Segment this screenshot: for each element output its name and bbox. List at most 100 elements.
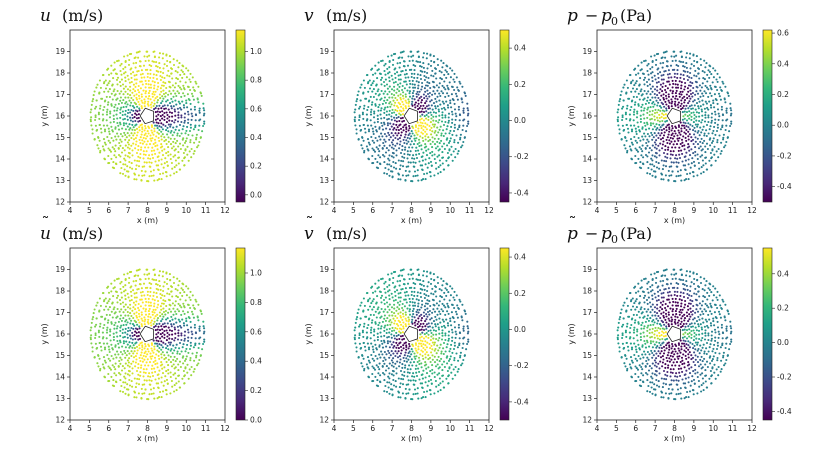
data-point — [655, 152, 658, 155]
data-point — [149, 375, 152, 378]
data-point — [379, 109, 382, 112]
data-point — [647, 90, 650, 93]
data-point — [142, 153, 145, 156]
data-point — [171, 318, 174, 321]
data-point — [417, 345, 420, 348]
data-point — [437, 339, 440, 342]
data-point — [92, 94, 95, 97]
data-point — [433, 92, 437, 95]
data-point — [182, 304, 186, 308]
data-point — [426, 123, 429, 126]
data-point — [110, 104, 113, 107]
data-point — [138, 60, 142, 63]
data-point — [159, 115, 162, 118]
data-point — [367, 308, 370, 311]
data-point — [393, 72, 397, 75]
data-point — [387, 157, 390, 160]
data-point — [387, 168, 390, 171]
data-point — [702, 77, 705, 80]
data-point — [433, 131, 436, 134]
data-point — [653, 141, 656, 144]
data-point — [175, 295, 178, 298]
x-tick-label: 8 — [145, 206, 150, 215]
data-point — [395, 367, 398, 370]
data-point — [139, 124, 142, 127]
data-point — [166, 126, 169, 129]
data-point — [654, 96, 657, 99]
data-point — [140, 387, 143, 390]
data-point — [380, 121, 383, 125]
data-point — [155, 74, 158, 77]
data-point — [174, 336, 177, 340]
data-point — [140, 105, 143, 108]
data-point — [433, 355, 436, 358]
data-point — [102, 73, 105, 77]
data-point — [193, 141, 196, 144]
data-point — [132, 71, 135, 74]
data-point — [676, 137, 679, 140]
data-point — [156, 101, 159, 104]
data-point — [414, 64, 417, 68]
data-point — [165, 175, 168, 178]
data-point — [157, 373, 160, 376]
data-point — [373, 150, 377, 153]
data-point — [388, 346, 391, 349]
data-point — [684, 113, 687, 116]
data-point — [377, 312, 380, 315]
data-point — [94, 334, 97, 337]
data-point — [90, 326, 93, 329]
data-point — [696, 143, 700, 146]
data-point — [625, 117, 628, 120]
data-point — [100, 349, 103, 352]
data-point — [394, 380, 397, 383]
data-point — [690, 104, 693, 107]
data-point — [396, 88, 399, 91]
data-point — [371, 147, 374, 150]
data-point — [147, 364, 150, 367]
data-point — [126, 125, 129, 128]
data-point — [400, 377, 403, 380]
data-point — [677, 161, 680, 164]
data-point — [410, 72, 413, 75]
data-point — [442, 102, 445, 105]
data-point — [144, 297, 147, 300]
data-point — [383, 64, 386, 67]
data-point — [377, 372, 380, 375]
data-point — [128, 317, 131, 320]
data-point — [651, 109, 654, 112]
data-point — [682, 69, 685, 72]
data-point — [181, 159, 184, 162]
data-point — [430, 322, 433, 325]
data-point — [618, 100, 621, 103]
data-point — [390, 321, 393, 324]
data-point — [422, 369, 425, 372]
data-point — [108, 161, 111, 165]
x-tick-label: 11 — [465, 206, 475, 215]
data-point — [655, 166, 659, 169]
data-point — [394, 326, 397, 330]
data-point — [385, 172, 389, 175]
data-point — [643, 107, 646, 110]
data-point — [99, 151, 102, 154]
data-point — [724, 128, 727, 132]
data-point — [126, 350, 129, 353]
data-point — [116, 132, 119, 135]
data-point — [445, 76, 448, 79]
data-point — [370, 103, 373, 106]
data-point — [394, 162, 397, 165]
data-point — [431, 69, 434, 72]
data-point — [161, 351, 164, 354]
data-point — [422, 322, 425, 325]
data-point — [411, 318, 414, 321]
data-point — [635, 132, 638, 136]
data-point — [436, 281, 440, 285]
data-point — [414, 347, 417, 350]
data-point — [706, 80, 709, 83]
data-point — [453, 290, 456, 293]
data-point — [144, 146, 147, 149]
data-point — [374, 322, 377, 325]
data-point — [124, 327, 127, 330]
data-point — [449, 102, 452, 105]
data-point — [162, 81, 165, 84]
data-point — [621, 114, 624, 117]
